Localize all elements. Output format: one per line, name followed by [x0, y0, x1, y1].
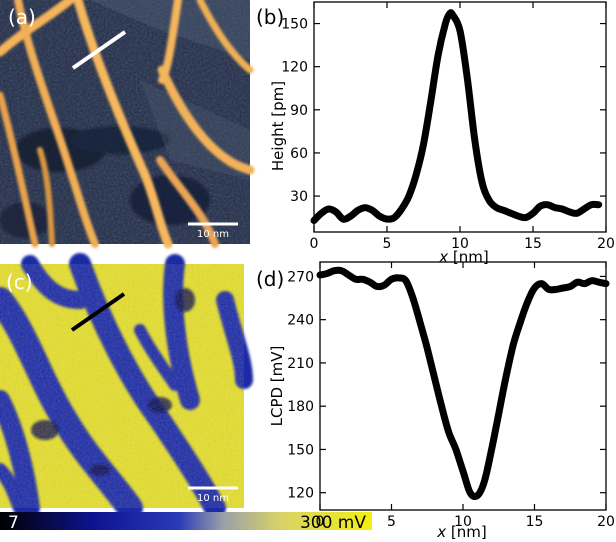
chart-b-ytick-label: 60 — [290, 146, 308, 162]
colorbar: 7 300 mV — [0, 512, 372, 533]
panel-a-profile-line — [71, 30, 127, 70]
chart-b-ytick-label: 150 — [281, 17, 308, 33]
chart-d-xtick-label: 5 — [387, 514, 396, 530]
panel-a-scalebar-label: 10 nm — [197, 229, 229, 240]
panel-c-label: (c) — [6, 270, 33, 294]
chart-d-xlabel: x [nm] — [436, 523, 487, 541]
chart-d-ytick-label: 120 — [287, 486, 314, 502]
chart-b-xtick-label: 0 — [310, 236, 319, 252]
chart-d-ylabel: LCPD [mV] — [268, 346, 286, 427]
chart-d-xtick-label: 0 — [316, 514, 325, 530]
chart-d-ytick-label: 210 — [287, 356, 314, 372]
topo-wires — [0, 0, 255, 249]
chart-b-xtick-label: 5 — [383, 236, 392, 252]
chart-d-ytick-label: 240 — [287, 313, 314, 329]
panel-a-label: (a) — [8, 5, 36, 29]
chart-b-ytick-label: 120 — [281, 60, 308, 76]
chart-b-ytick-label: 90 — [290, 103, 308, 119]
chart-b-panel-label: (b) — [256, 5, 284, 29]
chart-d-xtick-label: 15 — [526, 514, 544, 530]
chart-d-ytick-label: 270 — [287, 269, 314, 285]
chart-d-series-line — [316, 266, 610, 501]
chart-b: (b) Height [pm] x [nm] 0 5 10 15 20306090120… — [256, 1, 615, 266]
chart-d: (d) LCPD [mV] x [nm] 0 5 10 15 20 120 150 180 21… — [256, 261, 615, 541]
chart-b-xlabel-var: x — [438, 248, 448, 266]
panel-a-topography: 10 nm (a) — [0, 0, 255, 249]
panel-c-profile-line — [70, 292, 126, 332]
kpfm-texture — [0, 264, 244, 508]
colorbar-gradient — [0, 512, 372, 530]
chart-b-series-line — [310, 9, 603, 224]
chart-d-xtick-label: 10 — [454, 514, 472, 530]
panel-c-scalebar-label: 10 nm — [197, 493, 229, 504]
chart-b-xtick-label: 10 — [451, 236, 469, 252]
colorbar-min-label: 7 — [8, 513, 19, 533]
chart-b-ytick-label: 30 — [290, 189, 308, 205]
chart-d-ytick-label: 180 — [287, 399, 314, 415]
chart-d-xlabel-unit: [nm] — [451, 523, 487, 541]
chart-b-xtick-label: 20 — [597, 236, 615, 252]
chart-b-xtick-label: 15 — [524, 236, 542, 252]
chart-d-xtick-label: 20 — [597, 514, 615, 530]
chart-d-xlabel-var: x — [436, 523, 446, 541]
colorbar-max-label: 300 mV — [300, 513, 366, 533]
chart-b-ylabel: Height [pm] — [269, 81, 287, 171]
chart-d-panel-label: (d) — [256, 267, 284, 291]
chart-d-ytick-label: 150 — [287, 442, 314, 458]
panel-c-kpfm: 10 nm (c) — [0, 253, 253, 521]
